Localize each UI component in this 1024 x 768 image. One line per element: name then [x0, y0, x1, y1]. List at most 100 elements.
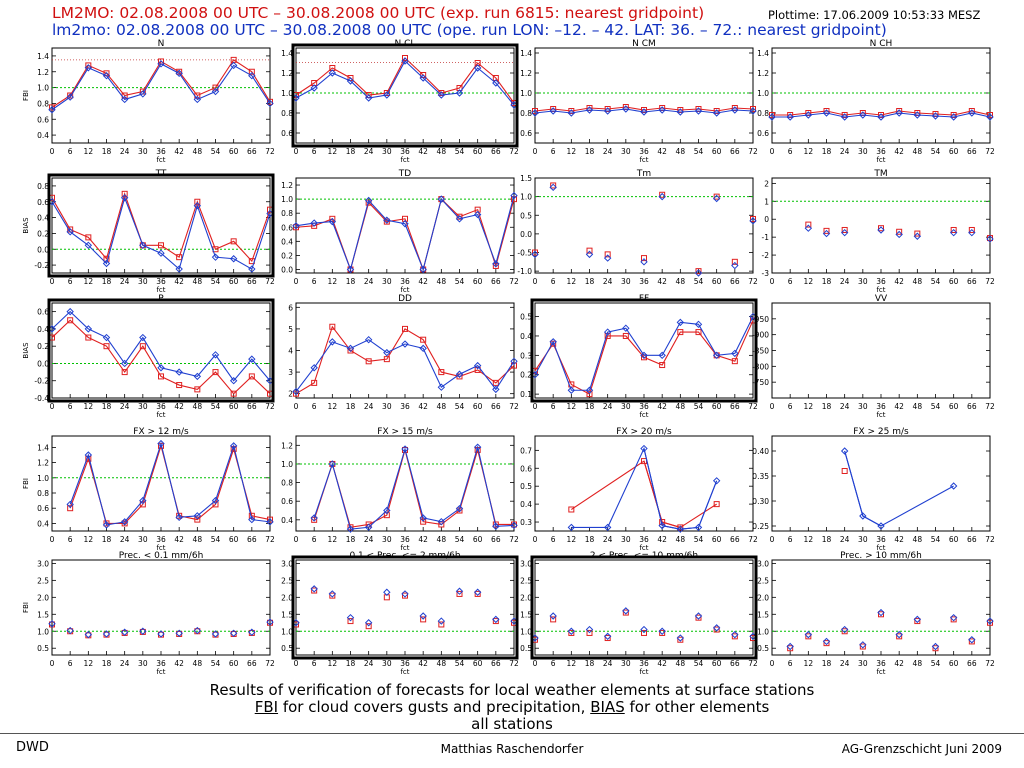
marker-ope	[822, 229, 831, 238]
x-axis-label: fct	[639, 668, 648, 676]
y-tick-label: 2.0	[757, 593, 769, 602]
x-tick-label: 48	[193, 535, 203, 544]
y-tick-label: 1.0	[281, 627, 293, 636]
x-tick-label: 6	[68, 535, 73, 544]
x-tick-label: 36	[400, 147, 410, 156]
y-tick-label: 1.0	[520, 193, 532, 202]
marker-ope	[102, 630, 111, 638]
marker-ope	[157, 60, 165, 68]
marker-exp	[85, 334, 92, 341]
x-axis-label: fct	[876, 411, 885, 419]
marker-ope	[419, 265, 427, 274]
y-tick-label: 0.25	[752, 522, 769, 531]
x-tick-label: 66	[491, 659, 501, 668]
marker-exp	[383, 356, 390, 363]
chart-7: Tm -1.0 -0.5 0.0 0.5 1.0 1.5 0 6 12 18 24 30 36 42 48 54…	[517, 169, 758, 286]
marker-ope	[66, 626, 74, 635]
x-tick-label: 12	[804, 277, 814, 286]
x-tick-label: 12	[567, 659, 577, 668]
marker-ope	[913, 111, 922, 119]
y-tick-label: 1.0	[281, 195, 293, 204]
marker-exp	[950, 616, 957, 623]
x-tick-label: 60	[229, 277, 239, 286]
x-tick-label: 42	[657, 659, 667, 668]
x-tick-label: 42	[174, 147, 184, 156]
marker-ope	[473, 588, 482, 596]
x-tick-label: 66	[247, 277, 257, 286]
marker-ope	[120, 95, 129, 104]
x-tick-label: 0	[770, 147, 775, 156]
x-tick-label: 48	[193, 277, 203, 286]
marker-ope	[510, 357, 518, 366]
x-tick-label: 18	[346, 147, 356, 156]
marker-ope	[877, 608, 885, 617]
y-tick-label: 1.4	[757, 49, 769, 58]
plot-frame	[771, 559, 991, 656]
y-tick-label: 6	[288, 303, 293, 312]
y-tick-label: 1	[764, 197, 769, 206]
x-tick-label: 36	[400, 402, 410, 411]
marker-ope	[786, 113, 794, 121]
y-tick-label: -0.2	[34, 377, 49, 386]
x-tick-label: 54	[211, 535, 221, 544]
chart-18: 0.1 < Prec. <= 2 mm/6h0.51.01.52.02.53.0…	[281, 551, 519, 676]
x-tick-label: 0	[294, 659, 299, 668]
y-tick-label: 0.5	[520, 644, 532, 653]
marker-exp	[713, 193, 720, 200]
x-tick-label: 60	[712, 277, 722, 286]
marker-ope	[585, 106, 594, 114]
y-tick-label: -0.4	[34, 394, 49, 403]
marker-ope	[364, 523, 373, 531]
marker-ope	[768, 113, 776, 121]
x-tick-label: 36	[156, 535, 166, 544]
x-tick-label: 54	[455, 535, 465, 544]
marker-ope	[211, 630, 220, 638]
x-tick-label: 48	[437, 659, 447, 668]
x-tick-label: 6	[312, 147, 317, 156]
marker-exp	[823, 227, 830, 234]
marker-exp	[365, 358, 372, 365]
marker-ope	[986, 617, 994, 625]
x-tick-label: 42	[894, 659, 904, 668]
marker-ope	[949, 482, 958, 490]
marker-exp	[677, 329, 684, 336]
marker-ope	[640, 351, 648, 360]
y-tick-label: -900	[752, 331, 769, 340]
x-tick-label: 66	[967, 659, 977, 668]
marker-ope	[419, 74, 427, 82]
x-tick-label: 24	[364, 402, 374, 411]
marker-exp	[158, 373, 164, 380]
x-tick-label: 66	[247, 659, 257, 668]
marker-ope	[157, 439, 165, 448]
x-tick-label: 24	[603, 147, 613, 156]
x-tick-label: 18	[585, 402, 595, 411]
x-tick-label: 66	[247, 402, 257, 411]
marker-ope	[211, 351, 220, 359]
y-tick-label: 1.5	[37, 610, 49, 619]
chart-20: Prec. > 10 mm/6h 0.5 1.0 1.5 2.0 2.5 3.0 0 6 12 18…	[757, 551, 995, 676]
marker-ope	[510, 521, 518, 530]
marker-ope	[895, 109, 903, 117]
y-tick-label: 1.2	[281, 181, 293, 190]
x-tick-label: 36	[876, 402, 886, 411]
marker-ope	[712, 351, 721, 360]
x-axis-label: fct	[156, 544, 165, 552]
x-tick-label: 60	[712, 402, 722, 411]
y-tick-label: 0.5	[757, 644, 769, 653]
marker-exp	[492, 379, 499, 386]
x-tick-label: 66	[967, 147, 977, 156]
marker-ope	[694, 523, 703, 532]
marker-exp	[659, 362, 666, 369]
y-tick-label: 0.4	[281, 516, 293, 525]
chart-1: N FBI 0.4 0.6 0.8 1.0 1.2 1.4 0 6 12 18 24 30 36 42 48 54…	[22, 39, 275, 164]
marker-ope	[157, 364, 165, 372]
marker-exp	[787, 645, 794, 652]
y-tick-label: 0.3	[520, 351, 532, 360]
x-tick-label: 72	[509, 147, 519, 156]
x-tick-label: 54	[211, 659, 221, 668]
x-tick-label: 6	[551, 147, 556, 156]
marker-ope	[229, 629, 238, 637]
x-tick-label: 42	[657, 147, 667, 156]
x-tick-label: 6	[788, 147, 793, 156]
chart-title: TM	[873, 169, 887, 179]
